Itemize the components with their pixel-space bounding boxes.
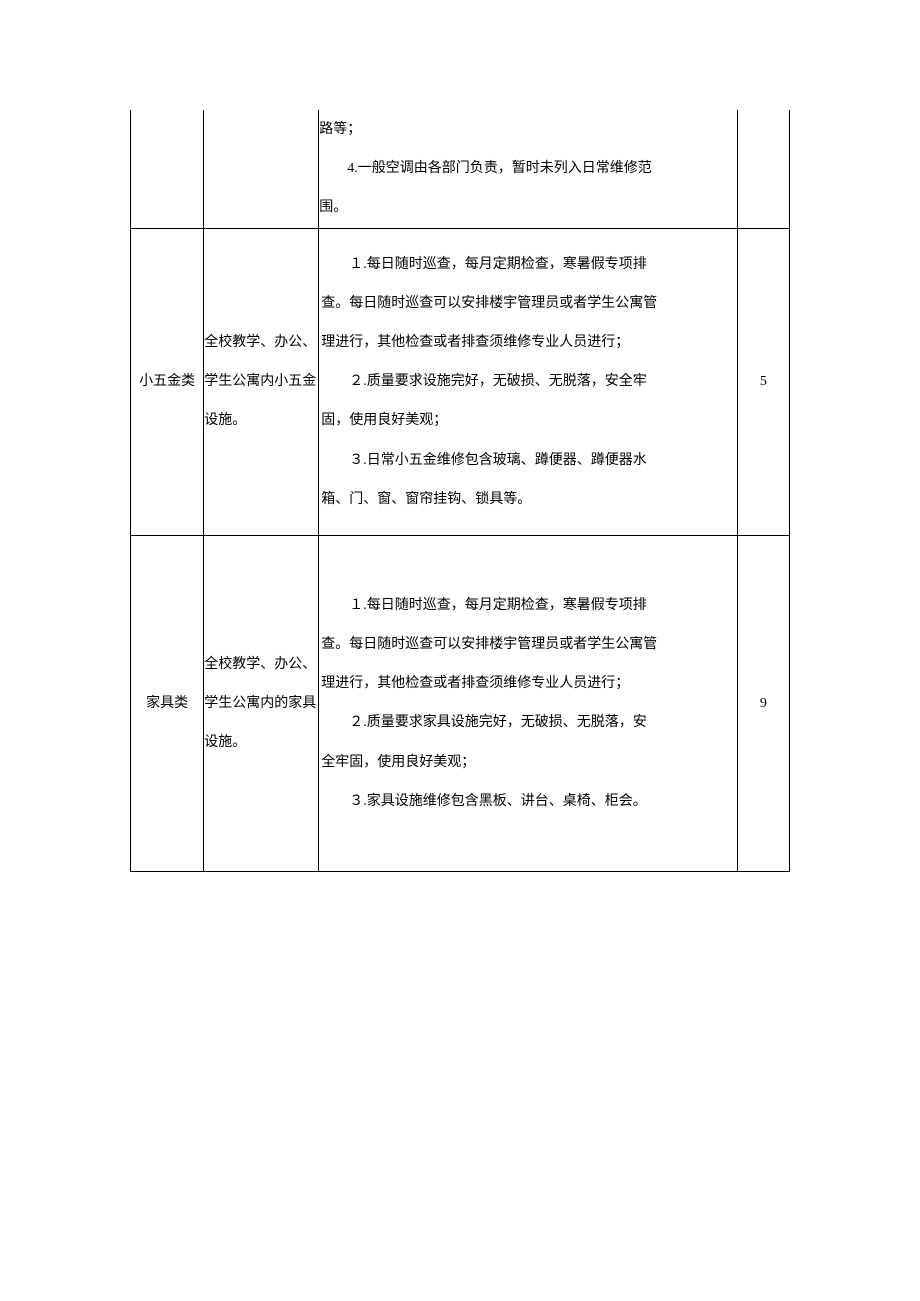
table-row: 小五金类 全校教学、办公、学生公寓内小五金设施。 １.每日随时巡查，每月定期检查… <box>131 228 790 535</box>
text-line: 查。每日随时巡查可以安排楼宇管理员或者学生公寓管 <box>321 625 734 664</box>
text-line: 查。每日随时巡查可以安排楼宇管理员或者学生公寓管 <box>321 284 734 323</box>
description-cell: 路等；4.一般空调由各部门负责，暂时未列入日常维修范围。 <box>319 110 737 228</box>
count-text: 9 <box>760 696 767 711</box>
category-text: 小五金类 <box>139 374 195 389</box>
description-content: １.每日随时巡查，每月定期检查，寒暑假专项排查。每日随时巡查可以安排楼宇管理员或… <box>319 229 736 535</box>
text-line: ２.质量要求设施完好，无破损、无脱落，安全牢 <box>321 362 734 401</box>
table-row: 家具类 全校教学、办公、学生公寓内的家具设施。 １.每日随时巡查，每月定期检查，… <box>131 535 790 871</box>
count-text: 5 <box>760 374 767 389</box>
text-line: 全牢固，使用良好美观； <box>321 743 734 782</box>
category-cell <box>131 110 204 228</box>
description-cell: １.每日随时巡查，每月定期检查，寒暑假专项排查。每日随时巡查可以安排楼宇管理员或… <box>319 535 737 871</box>
text-line: 路等； <box>319 110 736 149</box>
text-line: ３.家具设施维修包含黑板、讲台、桌椅、柜会。 <box>321 782 734 821</box>
text-line: 箱、门、窗、窗帘挂钩、锁具等。 <box>321 480 734 519</box>
category-cell: 小五金类 <box>131 228 204 535</box>
scope-text: 全校教学、办公、学生公寓内小五金设施。 <box>204 335 316 428</box>
text-line: 4.一般空调由各部门负责，暂时未列入日常维修范 <box>319 149 736 188</box>
text-line: 固，使用良好美观； <box>321 401 734 440</box>
count-cell: 9 <box>737 535 789 871</box>
category-cell: 家具类 <box>131 535 204 871</box>
count-cell <box>737 110 789 228</box>
text-line: １.每日随时巡查，每月定期检查，寒暑假专项排 <box>321 586 734 625</box>
category-text: 家具类 <box>146 696 188 711</box>
text-line: 理进行，其他检查或者排查须维修专业人员进行； <box>321 664 734 703</box>
scope-cell <box>204 110 319 228</box>
text-line: 理进行，其他检查或者排查须维修专业人员进行； <box>321 323 734 362</box>
description-content: １.每日随时巡查，每月定期检查，寒暑假专项排查。每日随时巡查可以安排楼宇管理员或… <box>319 536 736 871</box>
text-line: ３.日常小五金维修包含玻璃、蹲便器、蹲便器水 <box>321 441 734 480</box>
scope-cell: 全校教学、办公、学生公寓内小五金设施。 <box>204 228 319 535</box>
description-cell: １.每日随时巡查，每月定期检查，寒暑假专项排查。每日随时巡查可以安排楼宇管理员或… <box>319 228 737 535</box>
text-line: ２.质量要求家具设施完好，无破损、无脱落，安 <box>321 703 734 742</box>
text-line: １.每日随时巡查，每月定期检查，寒暑假专项排 <box>321 245 734 284</box>
scope-cell: 全校教学、办公、学生公寓内的家具设施。 <box>204 535 319 871</box>
count-cell: 5 <box>737 228 789 535</box>
scope-text: 全校教学、办公、学生公寓内的家具设施。 <box>204 657 316 750</box>
text-line: 围。 <box>319 188 736 227</box>
description-content: 路等；4.一般空调由各部门负责，暂时未列入日常维修范围。 <box>319 110 736 228</box>
maintenance-table: 路等；4.一般空调由各部门负责，暂时未列入日常维修范围。 小五金类 全校教学、办… <box>130 110 790 872</box>
table-row: 路等；4.一般空调由各部门负责，暂时未列入日常维修范围。 <box>131 110 790 228</box>
